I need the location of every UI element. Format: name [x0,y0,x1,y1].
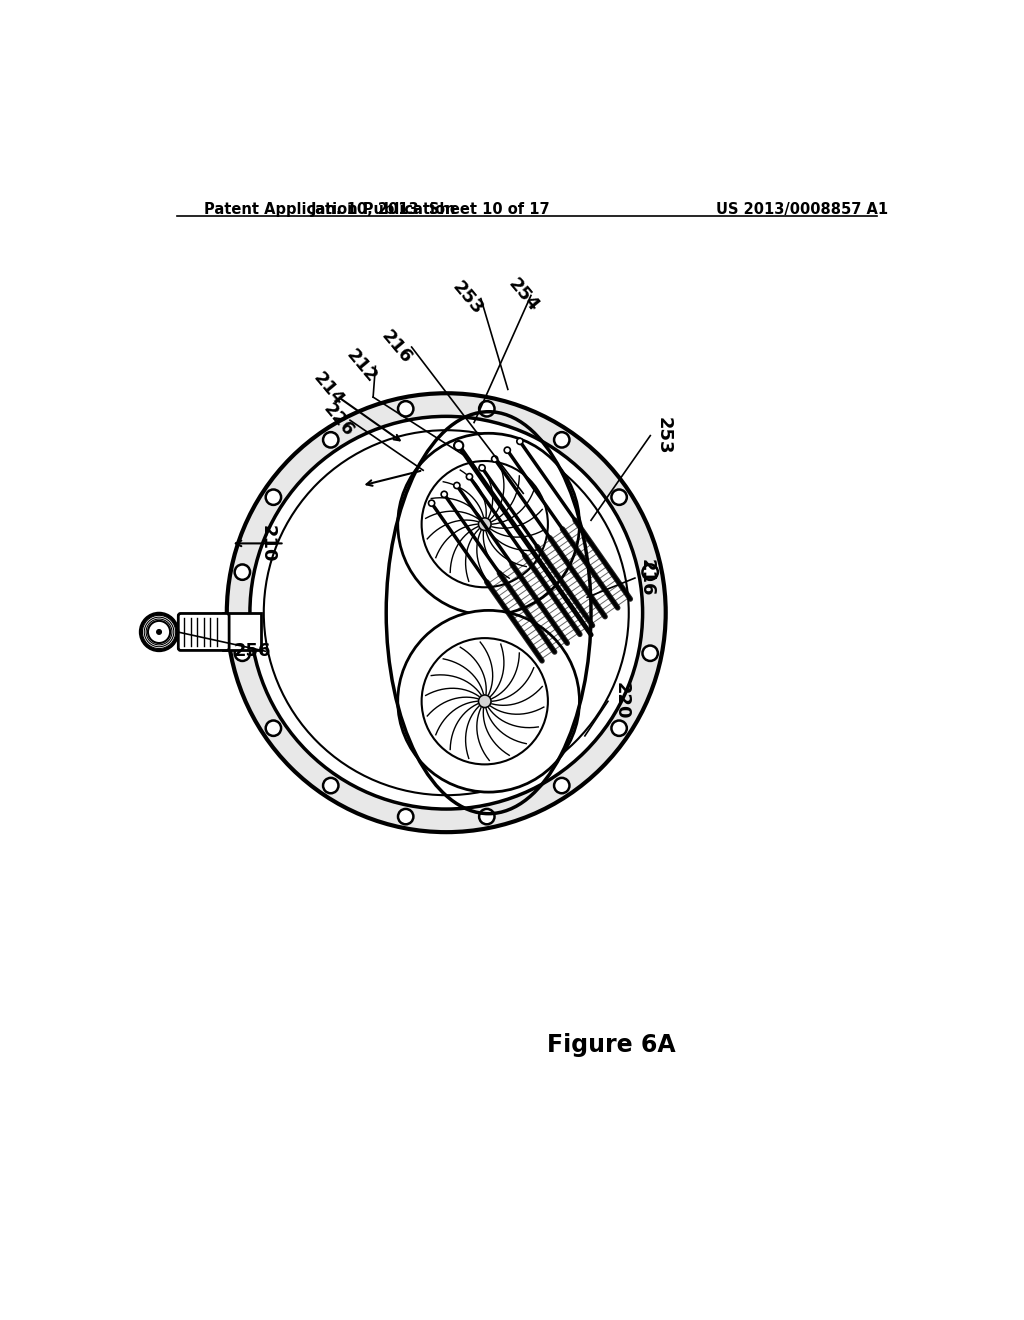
FancyBboxPatch shape [178,614,229,651]
Text: 216: 216 [377,327,415,367]
Circle shape [478,517,492,531]
Circle shape [157,630,162,635]
Circle shape [478,694,492,708]
Circle shape [323,432,339,447]
Circle shape [398,401,414,417]
Text: 254: 254 [504,276,542,315]
Circle shape [323,777,339,793]
Circle shape [479,401,495,417]
Circle shape [250,416,643,809]
Circle shape [454,482,460,488]
Circle shape [234,565,250,579]
Circle shape [504,447,510,453]
Circle shape [517,438,523,445]
Circle shape [611,721,627,737]
Circle shape [441,491,447,498]
Circle shape [422,638,548,764]
Text: Jan. 10, 2013  Sheet 10 of 17: Jan. 10, 2013 Sheet 10 of 17 [311,202,551,218]
Text: 226: 226 [319,400,357,441]
Circle shape [265,490,282,504]
Circle shape [554,777,569,793]
Circle shape [397,610,580,792]
Circle shape [147,620,170,643]
Circle shape [642,565,657,579]
Circle shape [479,809,495,824]
Text: US 2013/0008857 A1: US 2013/0008857 A1 [716,202,888,218]
Text: 256: 256 [233,643,271,660]
Circle shape [140,614,177,651]
Text: 253: 253 [654,417,673,454]
Text: Figure 6A: Figure 6A [548,1032,676,1056]
Text: 220: 220 [612,682,631,719]
Text: 210: 210 [259,524,276,562]
Text: 216: 216 [638,560,655,597]
Text: 212: 212 [343,346,381,387]
Circle shape [398,809,414,824]
Circle shape [454,441,463,450]
Circle shape [611,490,627,504]
Circle shape [466,474,472,479]
Text: Patent Application Publication: Patent Application Publication [204,202,456,218]
Circle shape [554,432,569,447]
Circle shape [492,455,498,462]
Circle shape [428,500,434,507]
Text: 214: 214 [309,370,347,409]
Circle shape [479,465,485,471]
Circle shape [422,461,548,587]
Text: 253: 253 [449,279,486,318]
Circle shape [234,645,250,661]
Circle shape [226,393,666,832]
Circle shape [265,721,282,737]
Bar [223,614,261,651]
Circle shape [397,433,580,615]
Circle shape [642,645,657,661]
